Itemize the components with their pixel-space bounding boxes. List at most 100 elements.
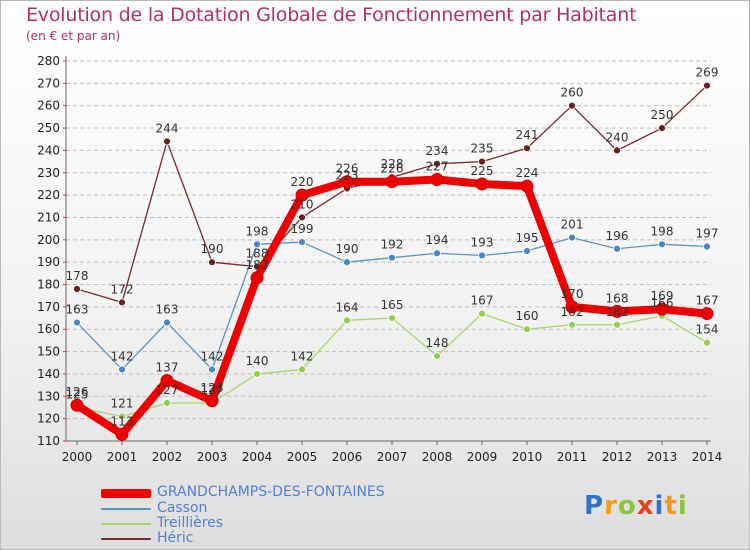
- data-label: 199: [291, 222, 314, 236]
- data-point: [658, 240, 666, 249]
- data-label: 113: [111, 414, 134, 428]
- chart-subtitle: (en € et par an): [26, 29, 121, 43]
- data-label: 137: [156, 361, 179, 375]
- data-point: [388, 253, 396, 262]
- data-label: 198: [651, 224, 674, 238]
- data-point: [703, 338, 711, 347]
- x-tick-label: 2007: [377, 450, 408, 464]
- data-point: [700, 307, 714, 321]
- data-point: [208, 365, 216, 374]
- data-label: 190: [336, 242, 359, 256]
- data-point: [613, 320, 621, 329]
- data-point: [205, 394, 219, 408]
- data-label: 162: [561, 305, 584, 319]
- data-label: 127: [201, 383, 224, 397]
- data-label: 240: [606, 130, 629, 144]
- data-label: 250: [651, 108, 674, 122]
- data-point: [385, 175, 399, 189]
- y-tick-label: 220: [37, 188, 60, 202]
- y-tick-label: 260: [37, 99, 60, 113]
- x-tick-label: 2003: [197, 450, 228, 464]
- data-point: [523, 325, 531, 334]
- y-tick-label: 250: [37, 121, 60, 135]
- logo-letter: i: [677, 491, 688, 521]
- legend-swatch: [101, 523, 151, 525]
- y-tick-label: 210: [37, 210, 60, 224]
- data-point: [298, 238, 306, 246]
- data-point: [253, 240, 261, 249]
- data-label: 163: [156, 303, 179, 317]
- y-tick-label: 110: [37, 434, 60, 448]
- data-point: [478, 309, 486, 318]
- logo-letter: r: [604, 491, 618, 521]
- series-line: [76, 84, 708, 304]
- x-tick-label: 2012: [602, 450, 633, 464]
- data-label: 227: [426, 159, 449, 173]
- legend-swatch: [101, 489, 151, 498]
- data-point: [163, 399, 171, 407]
- data-point: [523, 144, 531, 153]
- data-point: [478, 251, 486, 260]
- x-tick-label: 2009: [467, 450, 498, 464]
- data-label: 226: [336, 162, 359, 176]
- x-tick-label: 2000: [62, 450, 93, 464]
- data-label: 228: [381, 157, 404, 171]
- y-tick-label: 120: [37, 412, 60, 426]
- proxiti-logo: Proxiti: [584, 491, 688, 521]
- data-label: 142: [201, 349, 224, 363]
- y-tick-label: 130: [37, 389, 60, 403]
- data-point: [610, 304, 624, 318]
- data-label: 172: [111, 282, 134, 296]
- y-tick-label: 200: [37, 233, 60, 247]
- data-label: 220: [291, 175, 314, 189]
- y-tick-label: 270: [37, 76, 60, 90]
- logo-letter: i: [654, 491, 665, 521]
- data-label: 162: [606, 305, 629, 319]
- data-label: 195: [516, 231, 539, 245]
- y-tick-label: 180: [37, 278, 60, 292]
- x-tick-label: 2011: [557, 450, 588, 464]
- data-label: 183: [246, 258, 269, 272]
- chart-title: Evolution de la Dotation Globale de Fonc…: [26, 4, 637, 26]
- data-label: 223: [336, 168, 359, 182]
- data-label: 154: [696, 323, 719, 337]
- y-tick-label: 190: [37, 255, 60, 269]
- data-label: 226: [381, 162, 404, 176]
- x-tick-label: 2001: [107, 450, 138, 464]
- data-label: 190: [201, 242, 224, 256]
- data-point: [343, 316, 351, 325]
- data-point: [433, 249, 441, 258]
- data-label: 140: [246, 354, 269, 368]
- data-point: [250, 271, 264, 285]
- data-point: [658, 124, 666, 132]
- data-point: [430, 172, 444, 186]
- x-tick-label: 2002: [152, 450, 183, 464]
- data-point: [388, 314, 396, 322]
- data-point: [568, 233, 576, 242]
- data-point: [568, 101, 576, 110]
- data-point: [115, 427, 129, 441]
- data-point: [340, 175, 354, 189]
- legend-label: Treillières: [157, 515, 224, 531]
- data-label: 168: [606, 291, 629, 305]
- data-label: 126: [66, 385, 89, 399]
- data-label: 160: [516, 309, 539, 323]
- data-label: 194: [426, 233, 449, 247]
- logo-letter: o: [617, 491, 637, 521]
- legend-label: GRANDCHAMPS-DES-FONTAINES: [157, 484, 385, 500]
- data-label: 198: [246, 224, 269, 238]
- data-label: 260: [561, 86, 584, 100]
- data-label: 234: [426, 144, 449, 158]
- data-label: 193: [471, 235, 494, 249]
- series-h-ric: [73, 81, 711, 307]
- y-tick-label: 230: [37, 166, 60, 180]
- x-tick-label: 2004: [242, 450, 273, 464]
- data-point: [118, 412, 126, 421]
- data-point: [520, 179, 534, 193]
- series-casson: [73, 233, 711, 374]
- data-label: 169: [651, 289, 674, 303]
- y-tick-label: 150: [37, 345, 60, 359]
- x-tick-label: 2005: [287, 450, 318, 464]
- data-point: [475, 177, 489, 191]
